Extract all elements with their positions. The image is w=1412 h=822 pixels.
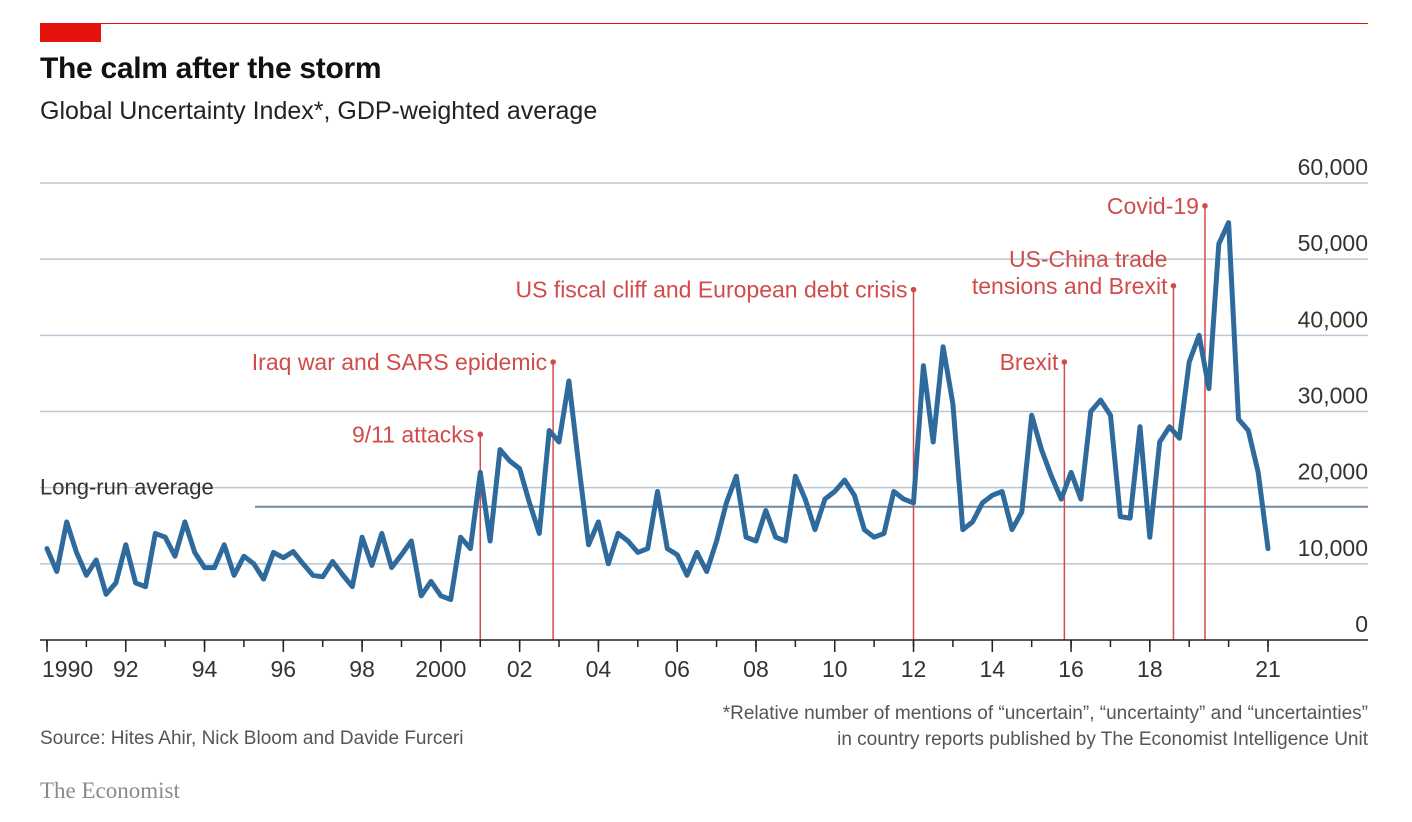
x-tick-label: 10 bbox=[822, 656, 848, 682]
x-tick-label: 04 bbox=[586, 656, 612, 682]
annotation-label: Covid-19 bbox=[1107, 193, 1199, 219]
top-rule bbox=[40, 23, 1368, 24]
x-tick-label: 94 bbox=[192, 656, 218, 682]
annotation-label: US-China trade bbox=[1009, 246, 1168, 272]
x-tick-label: 2000 bbox=[415, 656, 466, 682]
annotation-label: Iraq war and SARS epidemic bbox=[252, 349, 547, 375]
y-tick-label: 20,000 bbox=[1298, 459, 1368, 485]
annotation-layer: 9/11 attacks Iraq war and SARS epidemic US… bbox=[252, 193, 1208, 640]
y-tick-label: 40,000 bbox=[1298, 306, 1368, 332]
x-tick-label: 02 bbox=[507, 656, 533, 682]
annotation-label: US fiscal cliff and European debt crisis bbox=[515, 277, 907, 303]
series-layer bbox=[44, 220, 1271, 603]
annotation-label: Brexit bbox=[1000, 349, 1059, 375]
x-tick-label: 06 bbox=[664, 656, 690, 682]
y-tick-label: 60,000 bbox=[1298, 154, 1368, 180]
y-tick-label: 30,000 bbox=[1298, 383, 1368, 409]
annotation-dot bbox=[1170, 283, 1177, 289]
long-run-average-layer: Long-run average bbox=[40, 475, 1368, 508]
footnote-line-1: *Relative number of mentions of “uncerta… bbox=[722, 703, 1368, 724]
x-tick-label: 92 bbox=[113, 656, 139, 682]
annotation-label: 9/11 attacks bbox=[352, 421, 474, 447]
annotation-dot bbox=[1061, 359, 1068, 365]
x-tick-label: 12 bbox=[901, 656, 927, 682]
x-tick-label: 16 bbox=[1058, 656, 1084, 682]
x-tick-label: 98 bbox=[349, 656, 375, 682]
annotation-dot bbox=[477, 431, 484, 438]
x-tick-label: 1990 bbox=[42, 656, 93, 682]
annotation-dot bbox=[550, 359, 556, 365]
x-tick-label: 08 bbox=[743, 656, 769, 682]
economist-logo: The Economist bbox=[40, 778, 180, 803]
x-axis-layer: 1990 92 94 96 98 2000 02 04 06 08 10 12 14 16 18 21 bbox=[40, 639, 1368, 682]
y-tick-label: 50,000 bbox=[1298, 230, 1368, 256]
y-tick-label: 10,000 bbox=[1298, 535, 1368, 561]
footnote-line-2: in country reports published by The Econ… bbox=[837, 729, 1368, 750]
y-tick-label: 0 bbox=[1355, 611, 1368, 637]
x-tick-label: 18 bbox=[1137, 656, 1163, 682]
long-run-average-label: Long-run average bbox=[40, 475, 214, 500]
x-tick-label: 21 bbox=[1255, 656, 1281, 682]
chart-subtitle: Global Uncertainty Index*, GDP-weighted … bbox=[40, 97, 598, 125]
annotation-label: tensions and Brexit bbox=[972, 273, 1168, 299]
series-line bbox=[44, 220, 1271, 603]
source-note: Source: Hites Ahir, Nick Bloom and David… bbox=[40, 728, 464, 749]
footnote: *Relative number of mentions of “uncerta… bbox=[723, 701, 1368, 753]
grid-layer: 60,000 50,000 40,000 30,000 20,000 10,000 0 bbox=[40, 154, 1368, 637]
annotation-dot bbox=[910, 286, 917, 293]
x-tick-label: 96 bbox=[271, 656, 297, 682]
annotation-dot bbox=[1202, 203, 1208, 209]
x-tick-label: 14 bbox=[979, 656, 1005, 682]
chart-title: The calm after the storm bbox=[40, 52, 382, 85]
brand-red-tab bbox=[40, 23, 101, 42]
